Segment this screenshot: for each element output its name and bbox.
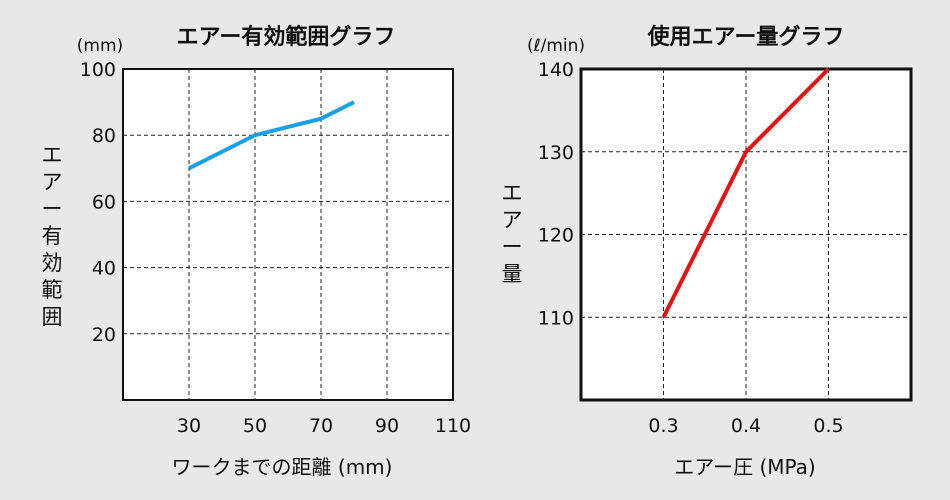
chart-title: 使用エアー量グラフ: [647, 24, 845, 50]
x-axis-label: ワークまでの距離 (mm): [172, 455, 393, 479]
air-consumption-chart: 使用エアー量グラフ (ℓ/min) 0.3 0.4 0.5140130120110 …: [502, 24, 913, 479]
y-tick-label: 130: [538, 142, 574, 164]
y-tick-label: 20: [92, 324, 116, 346]
x-tick-label: 0.4: [731, 415, 761, 437]
x-tick-label: 50: [243, 415, 267, 437]
plot-area: [122, 68, 454, 401]
x-tick-label: 0.3: [648, 415, 678, 437]
y-tick-label: 110: [538, 307, 574, 329]
x-tick-label: 0.5: [813, 415, 843, 437]
x-tick-label: 70: [309, 415, 333, 437]
grid: [123, 69, 453, 400]
y-tick-label: 60: [92, 191, 116, 213]
tick-labels: 30 50 70 90 110 100 80 60 40 20: [80, 59, 471, 437]
y-unit-label: (ℓ/min): [527, 36, 585, 56]
tick-labels: 0.3 0.4 0.5 140 130 120 110: [538, 59, 844, 437]
series: [188, 100, 355, 171]
air-range-chart: エアー有効範囲グラフ (mm) 30 50 70 90 110 100 80 60 40 20 エ…: [42, 24, 472, 479]
y-unit-label: (mm): [77, 36, 123, 56]
x-tick-label: 30: [177, 415, 201, 437]
y-tick-label: 40: [92, 258, 116, 280]
y-axis-label: エアー量: [502, 181, 523, 286]
y-tick-label: 120: [538, 225, 574, 247]
y-tick-label: 80: [92, 125, 116, 147]
series-line: [188, 100, 355, 171]
x-tick-label: 90: [375, 415, 399, 437]
y-tick-label: 100: [80, 59, 116, 81]
x-tick-label: 110: [435, 415, 471, 437]
chart-title: エアー有効範囲グラフ: [177, 24, 396, 50]
x-axis-label: エアー圧 (MPa): [674, 455, 815, 479]
y-axis-label: エアー有効範囲: [42, 143, 63, 329]
series: [661, 67, 830, 319]
y-tick-label: 140: [538, 59, 574, 81]
